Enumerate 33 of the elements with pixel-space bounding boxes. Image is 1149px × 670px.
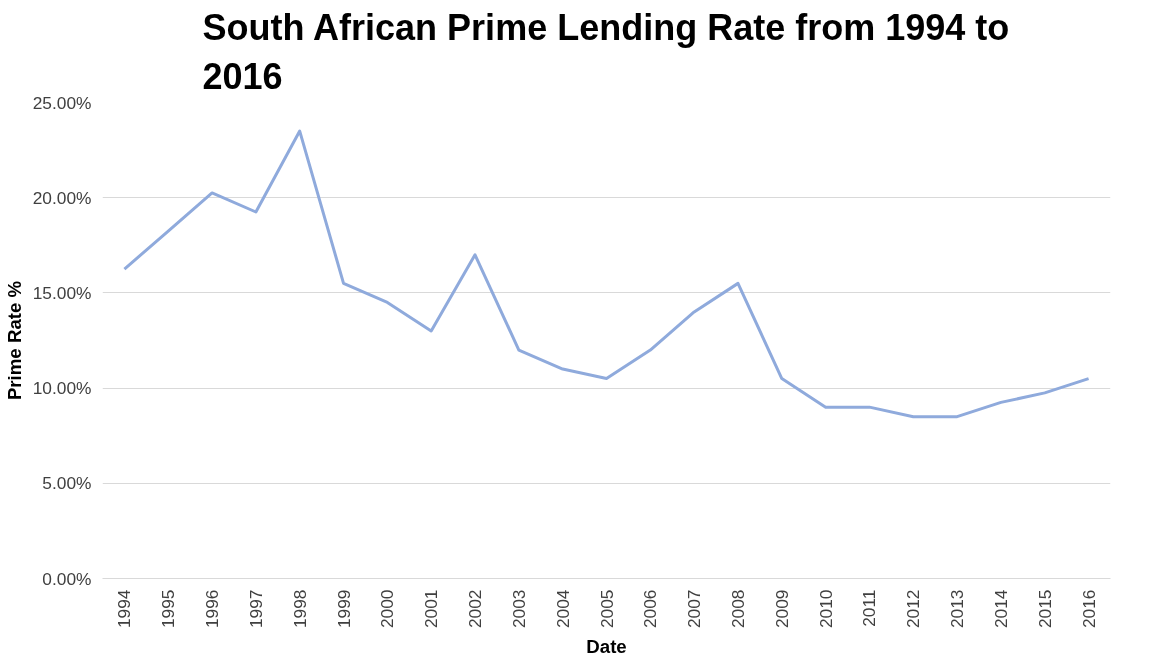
- y-axis-title: Prime Rate %: [3, 280, 25, 401]
- x-tick-label: 2007: [684, 589, 705, 629]
- x-tick-label: 2016: [1078, 589, 1099, 629]
- x-tick-label: 2011: [859, 589, 880, 627]
- x-tick-label: 2015: [1034, 589, 1055, 629]
- y-tick-label: 20.00%: [32, 187, 92, 208]
- x-tick-label: 2009: [771, 589, 792, 629]
- x-tick-label: 1995: [158, 589, 179, 629]
- x-tick-label: 1999: [333, 589, 354, 629]
- x-tick-label: 2006: [640, 589, 661, 629]
- x-tick-label: 2004: [552, 589, 573, 629]
- x-tick-label: 2014: [990, 589, 1011, 629]
- chart-title: South African Prime Lending Rate from 1994 to 2016: [202, 7, 1010, 98]
- y-tick-label: 10.00%: [32, 378, 92, 399]
- x-tick-label: 2002: [465, 589, 486, 629]
- x-axis-title: Date: [586, 636, 627, 658]
- line-series: [122, 129, 1091, 419]
- x-tick-label: 1997: [245, 589, 266, 629]
- x-tick-label: 1996: [202, 589, 223, 629]
- x-tick-label: 2013: [947, 589, 968, 629]
- y-tick-label: 0.00%: [42, 568, 92, 589]
- x-tick-label: 2010: [815, 589, 836, 629]
- y-tick-label: 25.00%: [32, 92, 92, 113]
- x-tick-label: 1998: [289, 589, 310, 629]
- y-tick-label: 15.00%: [32, 282, 92, 303]
- x-tick-label: 1994: [114, 589, 135, 629]
- x-tick-label: 2008: [727, 589, 748, 629]
- x-tick-label: 2005: [596, 589, 617, 629]
- x-tick-label: 2003: [508, 589, 529, 629]
- x-tick-label: 2000: [377, 589, 398, 629]
- x-tick-label: 2012: [903, 589, 924, 629]
- x-tick-label: 2001: [421, 589, 442, 629]
- y-tick-label: 5.00%: [42, 473, 92, 494]
